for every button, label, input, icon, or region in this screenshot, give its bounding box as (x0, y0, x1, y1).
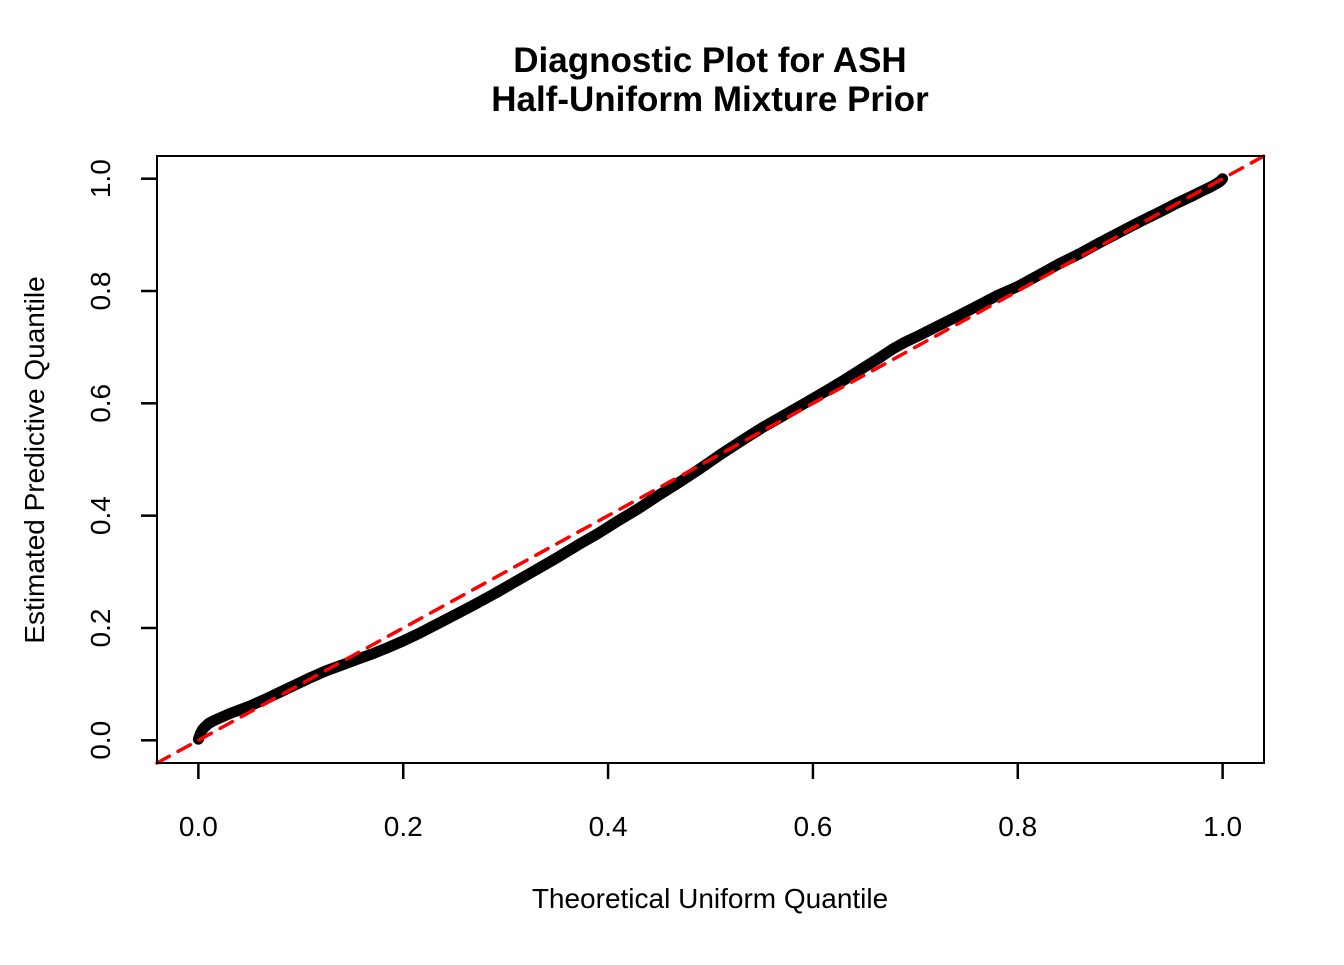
x-tick-label: 1.0 (1203, 811, 1242, 842)
y-tick-label: 0.6 (85, 384, 116, 423)
reference-diagonal-line (155, 154, 1266, 765)
y-axis-title: Estimated Predictive Quantile (19, 276, 50, 643)
x-tick-label: 0.2 (384, 811, 423, 842)
y-tick-label: 1.0 (85, 159, 116, 198)
y-tick-label: 0.0 (85, 721, 116, 760)
x-tick-label: 0.0 (179, 811, 218, 842)
y-tick-label: 0.2 (85, 609, 116, 648)
estimated-predictive-quantiles-line (192, 173, 1229, 745)
y-tick-label: 0.8 (85, 272, 116, 311)
x-tick-label: 0.4 (589, 811, 628, 842)
x-axis-title: Theoretical Uniform Quantile (532, 883, 888, 914)
x-tick-label: 0.8 (998, 811, 1037, 842)
plot-series (155, 154, 1266, 765)
plot-border-box (156, 155, 1265, 764)
plot-title-line1: Diagnostic Plot for ASH (513, 41, 906, 80)
y-tick-label: 0.4 (85, 496, 116, 535)
axis-ticks: 0.0 0.2 0.4 0.6 0.8 1.0 0.0 0.2 0.4 0.6 0.8 1.0 (85, 159, 1242, 842)
x-tick-label: 0.6 (793, 811, 832, 842)
plot-title-line2: Half-Uniform Mixture Prior (491, 80, 929, 119)
